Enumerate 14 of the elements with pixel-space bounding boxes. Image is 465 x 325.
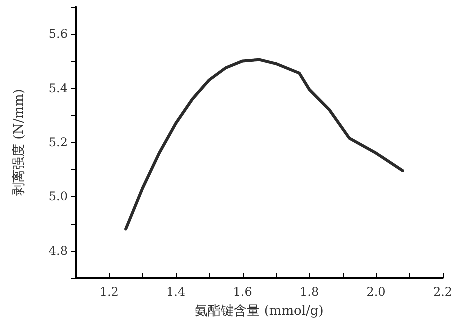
x-tick-label: 1.2 [100, 285, 119, 299]
x-tick-label: 2.0 [366, 285, 386, 299]
x-tick-label: 1.4 [166, 285, 186, 299]
y-tick-label: 5.6 [48, 27, 68, 42]
line-series [124, 58, 404, 231]
x-axis-title: 氨酯键含量 (mmol/g) [195, 304, 324, 319]
x-tick-label: 1.6 [233, 285, 252, 299]
y-tick-label: 5.4 [48, 81, 68, 96]
y-axis-title: 剥离强度 (N/mm) [11, 89, 27, 196]
y-tick-label: 5.0 [48, 190, 68, 204]
x-tick-label: 2.2 [433, 285, 453, 299]
x-tick-label: 1.8 [300, 285, 320, 299]
y-tick-label: 4.8 [48, 244, 68, 258]
y-tick-label: 5.2 [48, 136, 68, 150]
